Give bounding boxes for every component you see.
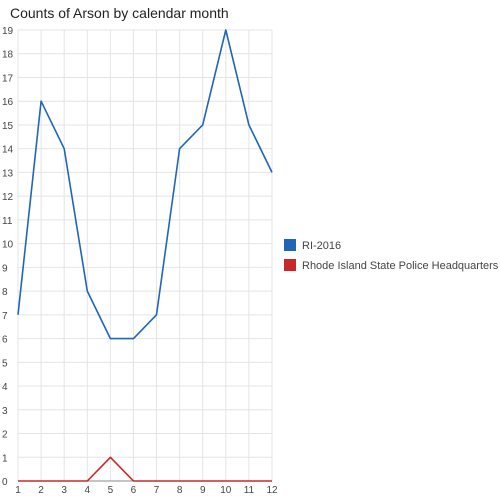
x-tick-label: 4 (84, 485, 90, 496)
y-tick-label: 9 (2, 263, 8, 274)
x-tick-label: 10 (220, 485, 232, 496)
x-tick-label: 9 (200, 485, 206, 496)
y-tick-label: 6 (2, 335, 8, 346)
x-tick-label: 3 (61, 485, 67, 496)
legend: RI-2016 Rhode Island State Police Headqua… (284, 239, 499, 272)
x-tick-labels: 1 2 3 4 5 6 7 8 9 10 11 12 (15, 485, 278, 496)
y-tick-label: 19 (2, 26, 14, 37)
y-tick-label: 17 (2, 73, 14, 84)
y-tick-label: 4 (2, 382, 8, 393)
y-tick-label: 2 (2, 430, 8, 441)
x-tick-label: 11 (244, 485, 255, 496)
y-tick-label: 3 (2, 406, 8, 417)
legend-label-2: Rhode Island State Police Headquarters (302, 260, 499, 272)
y-tick-label: 18 (2, 50, 14, 61)
x-tick-label: 7 (154, 485, 160, 496)
chart-title: Counts of Arson by calendar month (10, 5, 229, 21)
y-tick-label: 13 (2, 168, 14, 179)
y-tick-label: 12 (2, 192, 14, 203)
y-tick-label: 7 (2, 311, 8, 322)
series-line-2 (18, 457, 272, 481)
y-tick-label: 8 (2, 287, 8, 298)
x-tick-label: 12 (266, 485, 278, 496)
x-tick-label: 6 (131, 485, 137, 496)
x-tick-label: 1 (15, 485, 21, 496)
gridlines (18, 30, 272, 481)
y-tick-label: 11 (2, 216, 13, 227)
x-tick-label: 2 (38, 485, 44, 496)
legend-swatch-1 (284, 239, 296, 251)
y-tick-label: 0 (2, 477, 8, 488)
y-tick-label: 14 (2, 145, 14, 156)
legend-swatch-2 (284, 259, 296, 271)
x-tick-label: 8 (177, 485, 183, 496)
series-line-1 (18, 30, 272, 339)
y-tick-label: 5 (2, 358, 8, 369)
series-lines (18, 30, 272, 481)
y-tick-label: 15 (2, 121, 14, 132)
y-tick-label: 1 (2, 453, 8, 464)
y-tick-label: 10 (2, 240, 14, 251)
y-tick-label: 16 (2, 97, 14, 108)
legend-label-1: RI-2016 (302, 240, 341, 252)
x-tick-label: 5 (108, 485, 114, 496)
